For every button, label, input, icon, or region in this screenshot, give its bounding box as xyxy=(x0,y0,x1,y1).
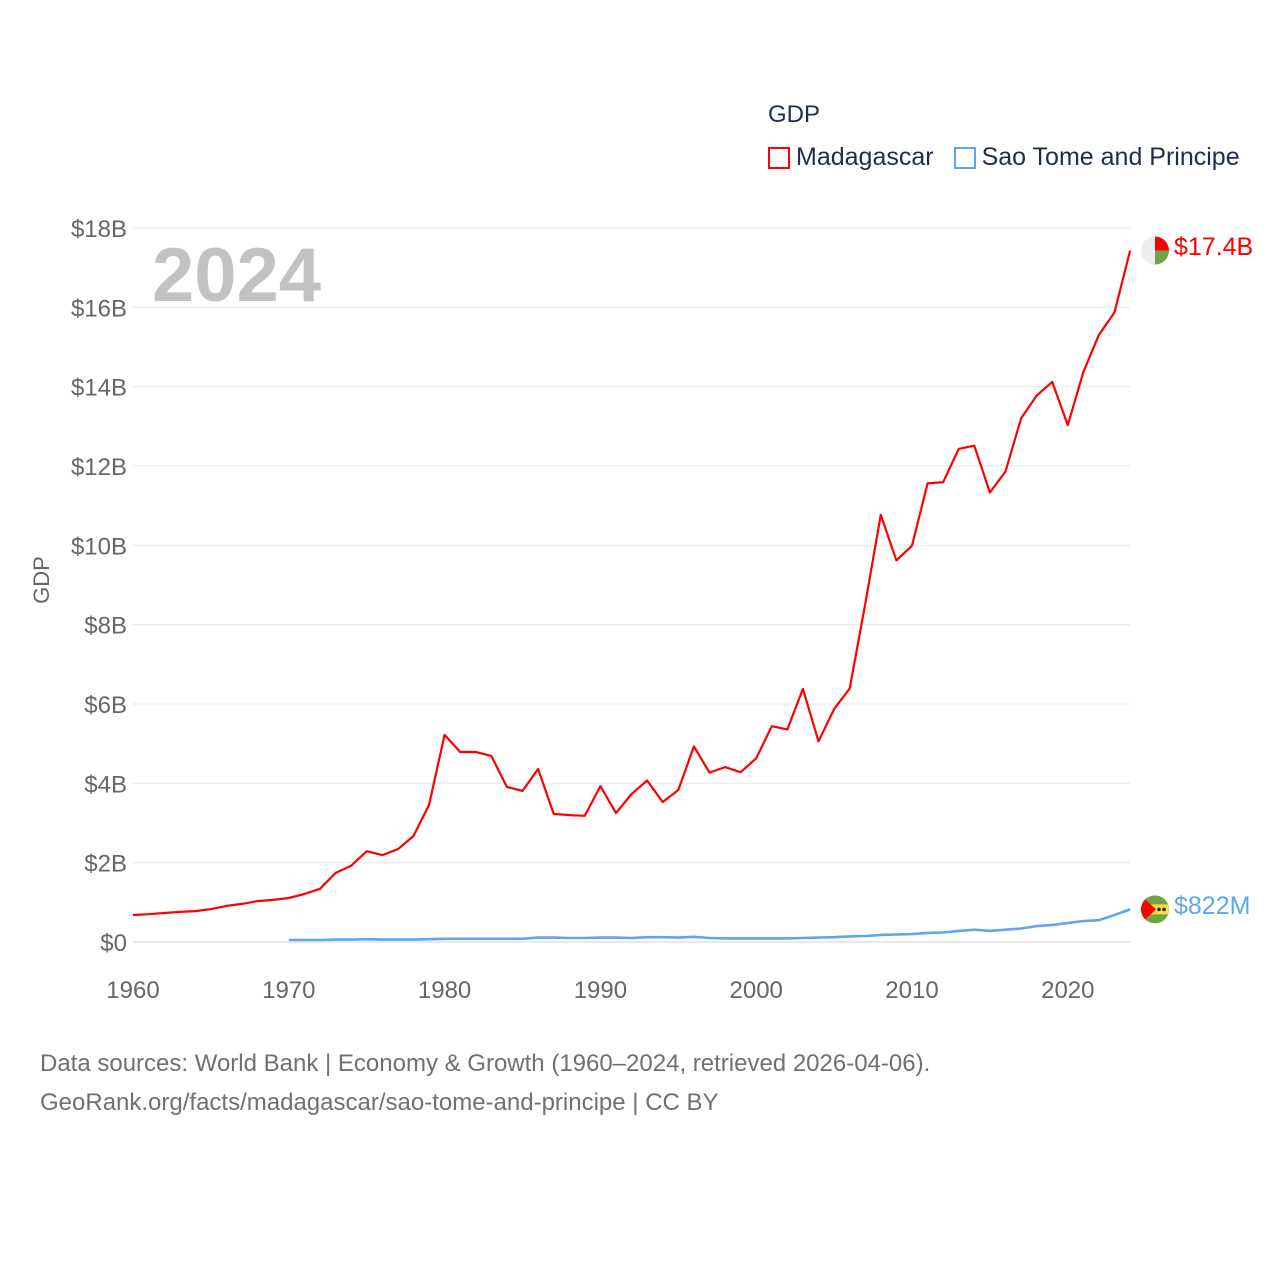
y-tick-label: $14B xyxy=(71,375,127,402)
x-tick-label: 1980 xyxy=(418,977,471,1004)
end-label-madagascar: $17.4B xyxy=(1174,233,1254,261)
y-tick-label: $0 xyxy=(100,930,127,957)
source-line-1: Data sources: World Bank | Economy & Gro… xyxy=(40,1050,931,1077)
y-axis-label: GDP xyxy=(29,556,54,604)
legend-title: GDP xyxy=(768,101,821,128)
sao-tome-flag-icon xyxy=(1141,895,1169,924)
x-tick-label: 1970 xyxy=(262,977,315,1004)
source-footer: Data sources: World Bank | Economy & Gro… xyxy=(40,1044,930,1122)
y-tick-label: $18B xyxy=(71,216,127,243)
legend-label-sao-tome: Sao Tome and Principe xyxy=(981,143,1240,171)
y-tick-label: $6B xyxy=(84,692,127,719)
year-watermark: 2024 xyxy=(152,233,322,318)
legend: Madagascar Sao Tome and Principe xyxy=(768,143,1240,172)
y-tick-label: $16B xyxy=(71,295,127,322)
y-tick-label: $10B xyxy=(71,533,127,560)
series-line-sao-tome xyxy=(288,908,1131,942)
x-tick-label: 2000 xyxy=(730,977,783,1004)
x-tick-label: 2020 xyxy=(1041,977,1094,1004)
y-tick-label: $12B xyxy=(71,454,127,481)
legend-swatch-madagascar xyxy=(768,146,790,169)
legend-swatch-sao-tome xyxy=(953,146,976,169)
x-tick-label: 2010 xyxy=(885,977,938,1004)
series-line-madagascar xyxy=(132,250,1132,917)
x-tick-label: 1990 xyxy=(574,977,627,1004)
x-tick-label: 1960 xyxy=(106,977,159,1004)
y-tick-label: $4B xyxy=(84,771,127,798)
y-tick-label: $2B xyxy=(84,851,127,878)
madagascar-flag-icon xyxy=(1141,236,1169,265)
legend-item-sao-tome[interactable]: Sao Tome and Principe xyxy=(953,143,1240,172)
legend-item-madagascar[interactable]: Madagascar xyxy=(768,143,934,172)
end-label-sao-tome: $822M xyxy=(1174,892,1251,920)
source-line-2[interactable]: GeoRank.org/facts/madagascar/sao-tome-an… xyxy=(40,1089,719,1116)
legend-label-madagascar: Madagascar xyxy=(796,143,934,171)
y-tick-label: $8B xyxy=(84,613,127,640)
